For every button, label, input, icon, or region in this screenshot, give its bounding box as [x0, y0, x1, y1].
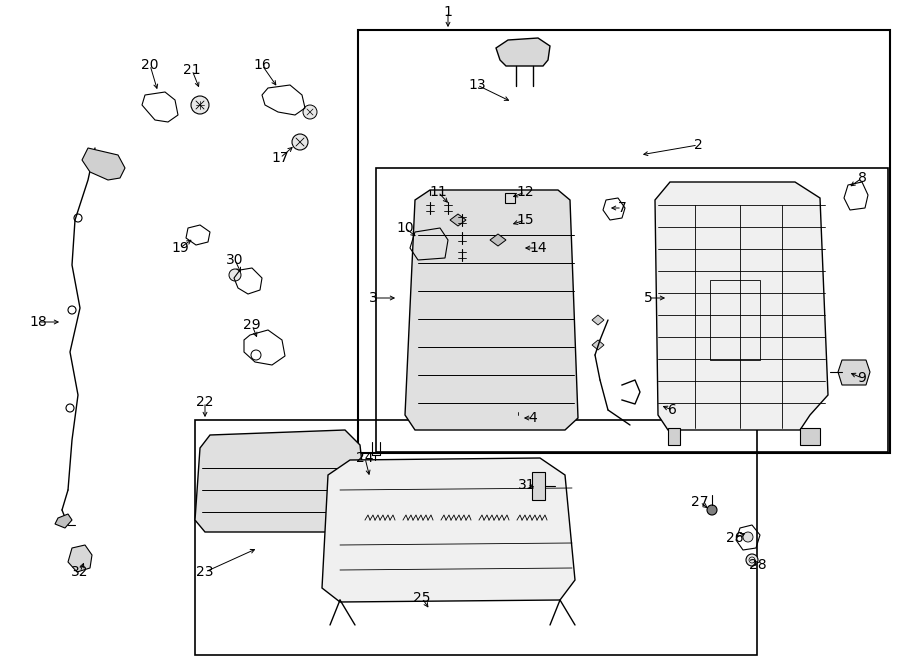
- Bar: [843, 362, 865, 384]
- Text: 8: 8: [858, 171, 867, 185]
- Text: 19: 19: [171, 241, 189, 255]
- Circle shape: [68, 306, 76, 314]
- Text: 27: 27: [691, 495, 709, 509]
- Circle shape: [443, 203, 453, 213]
- Text: 16: 16: [253, 58, 271, 72]
- Circle shape: [292, 134, 308, 150]
- Polygon shape: [55, 514, 72, 528]
- Text: 20: 20: [141, 58, 158, 72]
- Polygon shape: [592, 315, 604, 325]
- Text: 30: 30: [226, 253, 244, 267]
- Text: 15: 15: [517, 213, 534, 227]
- Polygon shape: [668, 428, 680, 445]
- Circle shape: [229, 269, 241, 281]
- Text: 31: 31: [518, 478, 536, 492]
- Text: 9: 9: [858, 371, 867, 385]
- Text: 1: 1: [444, 5, 453, 19]
- Bar: [195, 420, 757, 655]
- Text: 29: 29: [243, 318, 261, 332]
- Polygon shape: [655, 182, 828, 430]
- Text: 6: 6: [668, 403, 677, 417]
- Text: 23: 23: [196, 565, 214, 579]
- Text: 32: 32: [71, 565, 89, 579]
- Bar: [376, 168, 888, 452]
- Text: 28: 28: [749, 558, 767, 572]
- Circle shape: [303, 105, 317, 119]
- Text: 12: 12: [517, 185, 534, 199]
- Polygon shape: [82, 148, 125, 180]
- Circle shape: [425, 203, 435, 213]
- Text: 2: 2: [694, 138, 702, 152]
- Text: 22: 22: [196, 395, 214, 409]
- Polygon shape: [592, 340, 604, 350]
- Text: 25: 25: [413, 591, 431, 605]
- Polygon shape: [195, 430, 368, 532]
- Circle shape: [457, 233, 467, 243]
- Text: 5: 5: [644, 291, 652, 305]
- Text: 10: 10: [396, 221, 414, 235]
- Circle shape: [74, 214, 82, 222]
- Polygon shape: [322, 458, 575, 602]
- Text: 26: 26: [726, 531, 743, 545]
- Text: 3: 3: [369, 291, 377, 305]
- Polygon shape: [340, 522, 362, 535]
- Circle shape: [191, 96, 209, 114]
- Polygon shape: [490, 234, 506, 246]
- Circle shape: [457, 215, 467, 225]
- Text: 4: 4: [528, 411, 537, 425]
- Text: 18: 18: [29, 315, 47, 329]
- Text: 17: 17: [271, 151, 289, 165]
- Circle shape: [743, 532, 753, 542]
- Circle shape: [66, 404, 74, 412]
- Polygon shape: [532, 472, 545, 500]
- Polygon shape: [800, 428, 820, 445]
- Text: 24: 24: [356, 451, 374, 465]
- Text: 11: 11: [429, 185, 447, 199]
- Text: 14: 14: [529, 241, 547, 255]
- Polygon shape: [450, 214, 466, 226]
- Bar: [358, 30, 890, 453]
- Circle shape: [457, 250, 467, 260]
- Polygon shape: [838, 360, 870, 385]
- Polygon shape: [68, 545, 92, 572]
- Text: 7: 7: [617, 201, 626, 215]
- Text: 21: 21: [184, 63, 201, 77]
- Circle shape: [746, 554, 758, 566]
- Polygon shape: [496, 38, 550, 66]
- Text: 13: 13: [468, 78, 486, 92]
- Polygon shape: [405, 190, 578, 430]
- Circle shape: [707, 505, 717, 515]
- Polygon shape: [505, 193, 515, 203]
